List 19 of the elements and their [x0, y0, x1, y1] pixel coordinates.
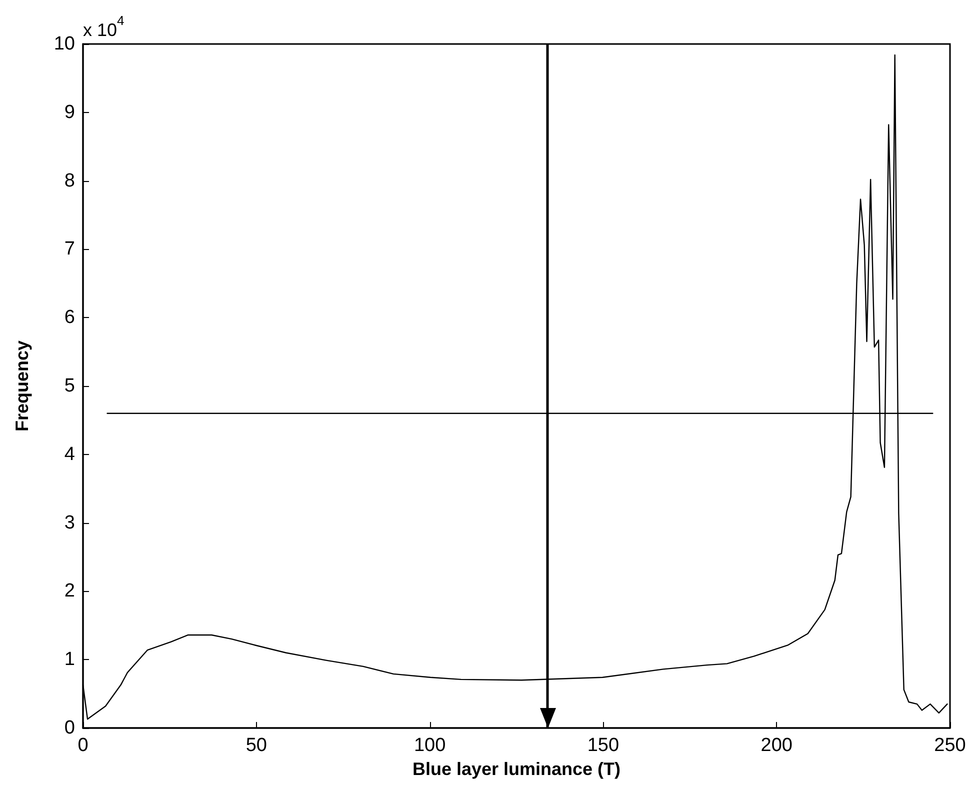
x-axis-title: Blue layer luminance (T) — [412, 759, 621, 779]
y-tick-label: 3 — [64, 512, 75, 534]
y-tick-label: 10 — [54, 34, 75, 54]
y-tick-label: 2 — [64, 580, 75, 602]
x-tick-label: 250 — [934, 735, 966, 756]
x-tick-label: 200 — [760, 735, 792, 756]
y-tick-label: 5 — [64, 376, 75, 396]
y-tick-label: 0 — [64, 718, 75, 738]
y-axis-title: Frequency — [12, 340, 32, 432]
x-tick-label: 0 — [78, 735, 88, 756]
y-tick-label: 1 — [64, 649, 75, 670]
y-tick-label: 6 — [64, 307, 75, 328]
x-tick-label: 100 — [414, 735, 446, 756]
y-tick-label: 8 — [64, 170, 75, 192]
x-tick-label: 50 — [246, 735, 267, 756]
y-tick-label: 4 — [64, 444, 76, 465]
x-tick-label: 150 — [587, 735, 620, 756]
y-tick-label: 9 — [64, 102, 75, 123]
y-tick-label: 7 — [64, 238, 75, 260]
